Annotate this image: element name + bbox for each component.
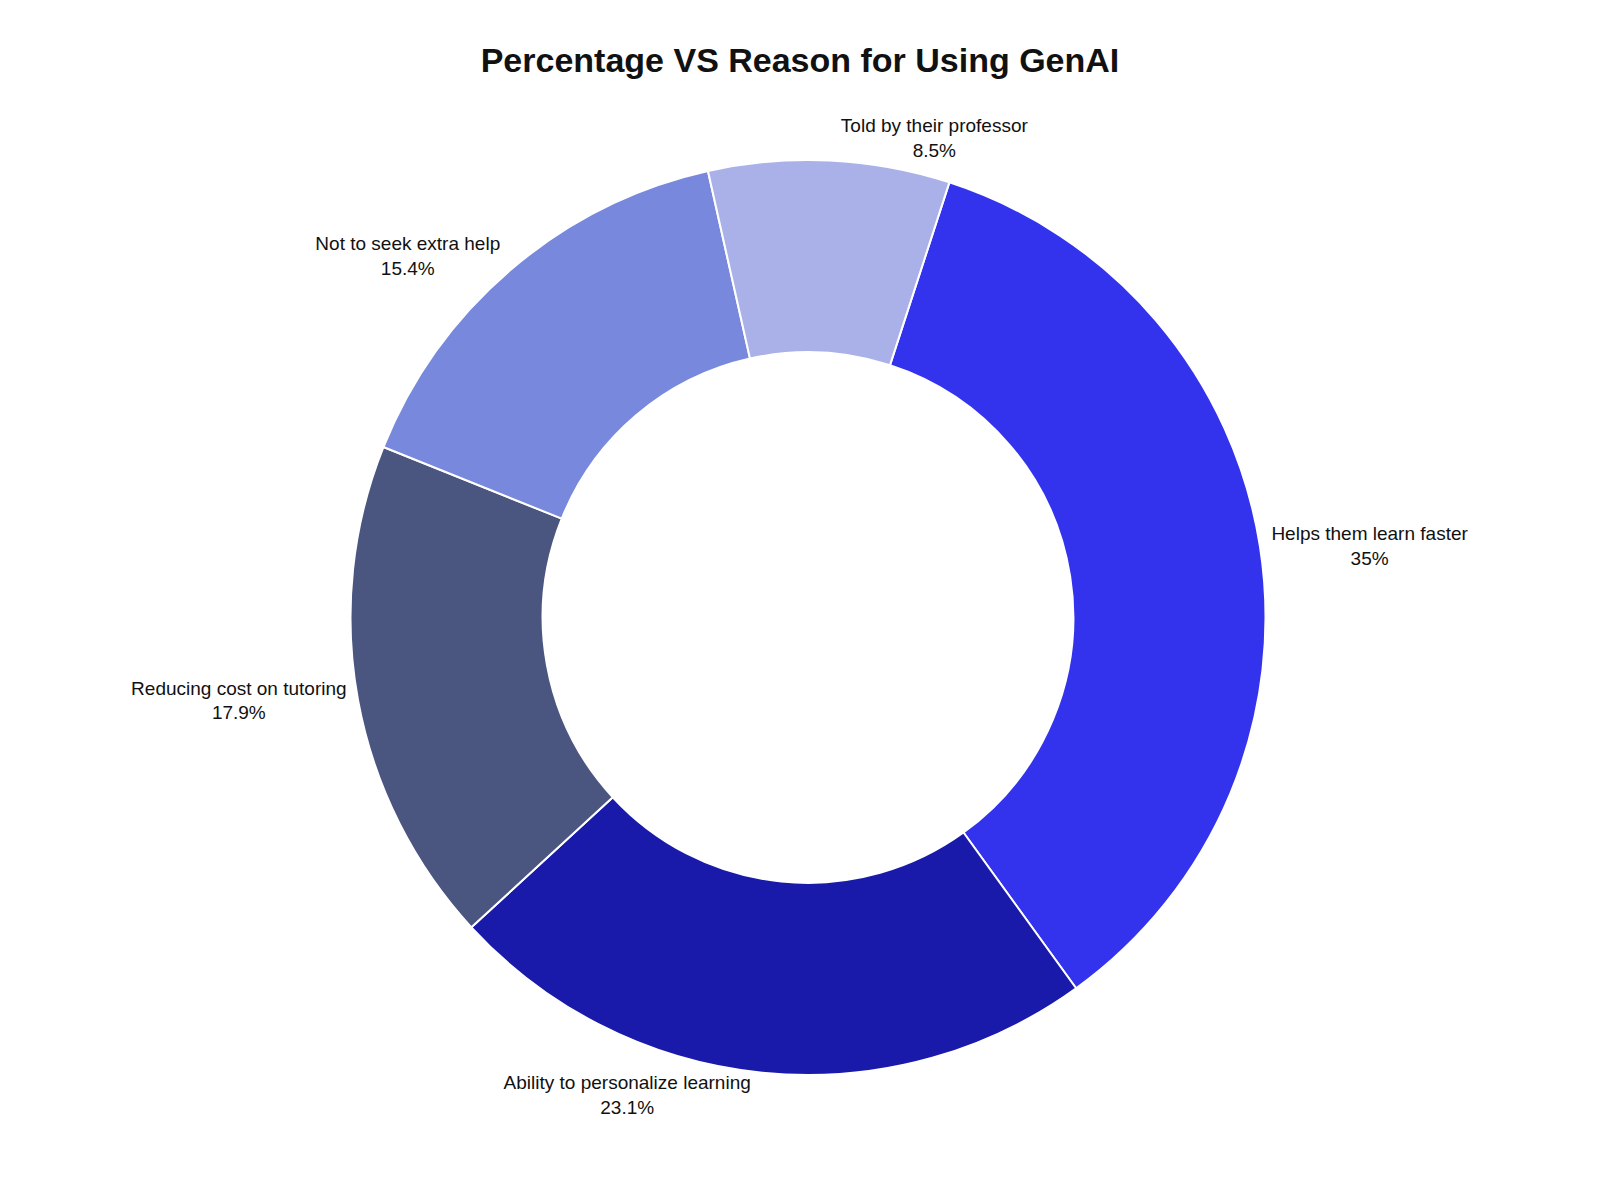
svg-text:Told by their professor8.5%: Told by their professor8.5% bbox=[841, 115, 1029, 161]
svg-text:Helps them learn faster35%: Helps them learn faster35% bbox=[1271, 523, 1468, 569]
svg-text:Reducing cost on tutoring17.9%: Reducing cost on tutoring17.9% bbox=[131, 678, 346, 724]
svg-text:Percentage VS Reason for Using: Percentage VS Reason for Using GenAI bbox=[481, 41, 1120, 79]
svg-text:Not to seek extra help15.4%: Not to seek extra help15.4% bbox=[315, 233, 500, 279]
svg-text:Ability to personalize learnin: Ability to personalize learning23.1% bbox=[504, 1072, 751, 1118]
